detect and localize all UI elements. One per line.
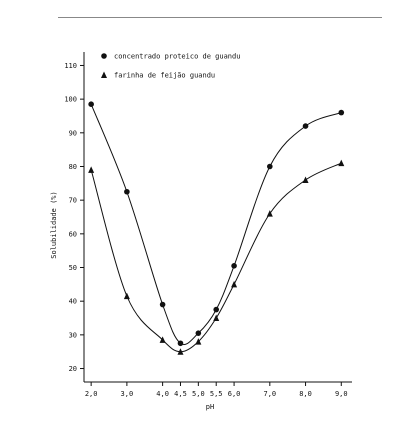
data-point-triangle bbox=[302, 176, 309, 183]
data-point-triangle bbox=[195, 338, 202, 345]
data-point-circle bbox=[213, 306, 220, 313]
x-axis-label: pH bbox=[206, 403, 214, 411]
y-tick-label: 40 bbox=[69, 298, 77, 306]
data-point-circle bbox=[88, 101, 94, 107]
data-point-circle bbox=[195, 330, 202, 336]
data-points bbox=[88, 101, 345, 355]
series-line-farinha bbox=[90, 162, 342, 353]
y-tick-label: 90 bbox=[69, 129, 77, 137]
x-tick-label: 5,0 bbox=[192, 390, 205, 398]
data-point-circle bbox=[302, 123, 309, 129]
x-tick-label: 5,5 bbox=[210, 390, 223, 398]
data-point-triangle bbox=[231, 280, 238, 288]
y-tick-label: 20 bbox=[69, 365, 77, 373]
legend-label: concentrado proteico de guandu bbox=[114, 53, 240, 61]
data-point-triangle bbox=[213, 314, 220, 322]
x-tick-label: 3,0 bbox=[121, 390, 134, 398]
y-tick-label: 50 bbox=[69, 264, 77, 272]
data-point-triangle bbox=[159, 336, 166, 343]
x-tick-label: 2,0 bbox=[85, 390, 98, 398]
legend: concentrado proteico de guandu farinha de… bbox=[101, 53, 240, 80]
series-line-concentrado bbox=[90, 104, 342, 345]
y-tick-label: 110 bbox=[64, 62, 77, 70]
data-point-circle bbox=[231, 263, 237, 269]
data-point-triangle bbox=[338, 159, 345, 167]
y-axis-label: Solubilidade (%) bbox=[50, 191, 58, 258]
x-tick-label: 9,0 bbox=[335, 390, 348, 398]
axes: 20 30 40 50 60 70 80 90 100 110 2,0 3,0 4,0 4,5 5,0 5,5… bbox=[50, 52, 352, 411]
data-point-circle bbox=[124, 188, 130, 195]
y-tick-label: 60 bbox=[69, 230, 77, 238]
data-point-circle bbox=[338, 109, 345, 116]
x-tick-label: 8,0 bbox=[299, 390, 312, 398]
legend-label: farinha de feijão guandu bbox=[114, 72, 215, 80]
data-point-circle bbox=[177, 340, 184, 347]
data-point-triangle bbox=[88, 166, 95, 173]
y-tick-label: 100 bbox=[64, 96, 77, 104]
y-tick-label: 70 bbox=[69, 197, 77, 205]
x-tick-label: 4,5 bbox=[174, 390, 187, 398]
data-point-triangle bbox=[123, 292, 130, 300]
data-point-circle bbox=[159, 301, 166, 308]
y-tick-label: 80 bbox=[69, 163, 77, 171]
legend-marker-circle bbox=[101, 53, 107, 59]
legend-marker-triangle bbox=[101, 71, 107, 78]
x-tick-label: 7,0 bbox=[263, 390, 276, 398]
data-point-circle bbox=[267, 163, 273, 170]
data-point-triangle bbox=[266, 210, 273, 217]
data-point-triangle bbox=[177, 348, 184, 355]
y-tick-label: 30 bbox=[69, 331, 77, 339]
x-tick-label: 4,0 bbox=[156, 390, 169, 398]
curves bbox=[90, 104, 342, 353]
x-tick-label: 6,0 bbox=[228, 390, 241, 398]
